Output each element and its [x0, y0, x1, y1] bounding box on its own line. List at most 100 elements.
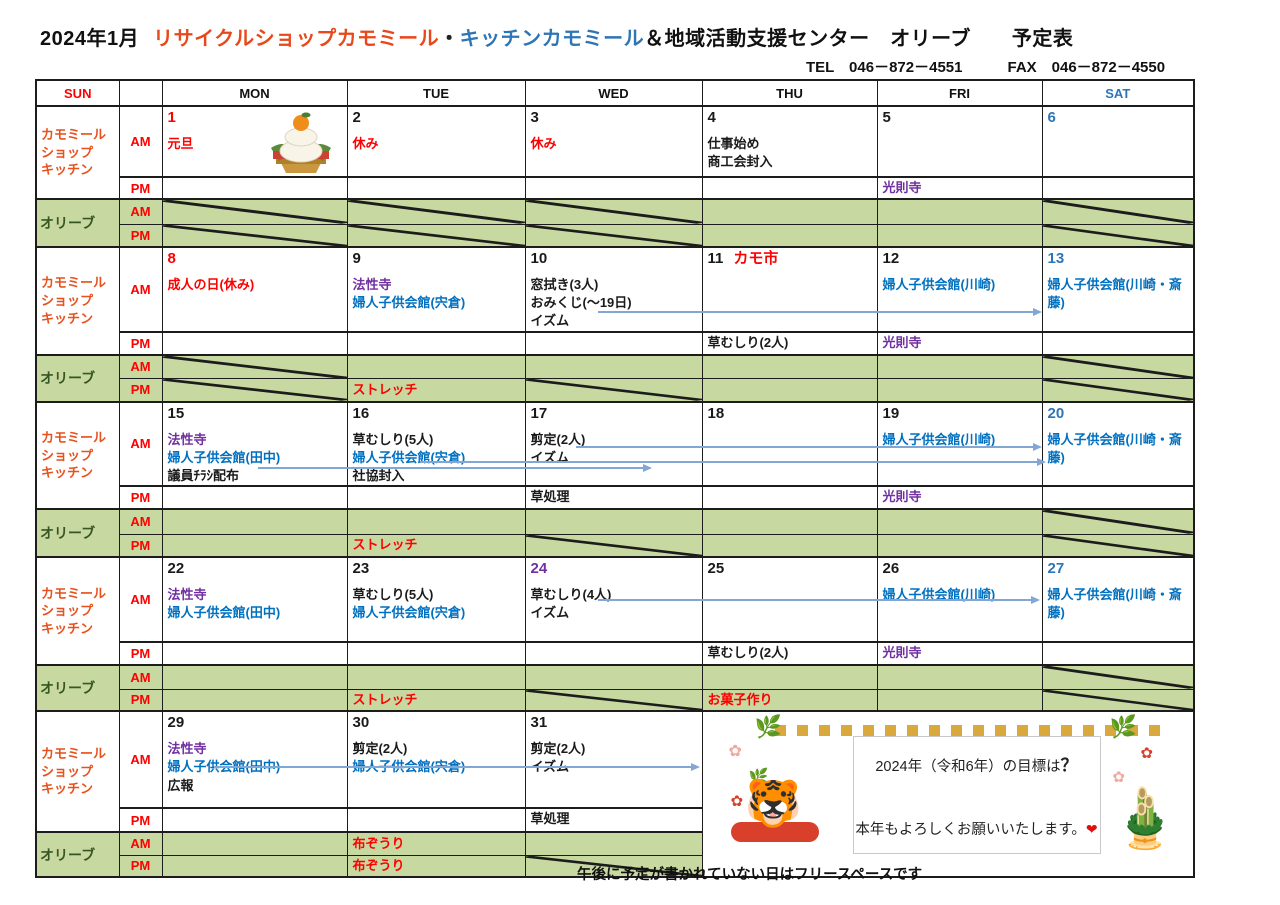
day-number-line: 4: [708, 108, 873, 128]
event-text: 法性寺: [167, 431, 207, 447]
event-text: 剪定(2人): [352, 741, 408, 757]
day-number-line: 8: [168, 249, 343, 269]
day-number-line: 29: [168, 713, 343, 733]
event-text: 草むしり(4人): [530, 587, 612, 603]
day-number: 12: [882, 250, 900, 267]
olive-cell-w1-sat-am: [1041, 198, 1195, 225]
diagonal-strike-line: [1043, 535, 1193, 557]
event-text: おみくじ(～19日): [530, 295, 632, 311]
day-30-pm-cell: [346, 807, 526, 833]
olive-cell-w5-tue-pm: 布ぞうり: [346, 854, 526, 878]
header-cell-sat: SAT: [1041, 79, 1195, 107]
event-text: 婦人子供会館(宍倉): [352, 605, 466, 621]
event-text: 休み: [352, 136, 379, 151]
day-12-am-cell: 12 婦人子供会館(川崎): [876, 246, 1043, 333]
week5-chamomile-am-row: カモミール ショップ キッチン AM 29 法性寺 婦人子供会館(田中) 広報 30 剪定(2人)…: [35, 710, 1195, 878]
day-number-line: 3: [531, 108, 698, 128]
day-20-am-cell: 20 婦人子供会館(川崎・斎藤): [1041, 400, 1195, 487]
olive-cell-w5-tue-am: 布ぞうり: [346, 831, 526, 856]
row-label-olive: オリーブ: [35, 831, 120, 878]
day-number-line: 10: [531, 249, 698, 269]
event-text: イズム: [530, 313, 570, 329]
week3-chamomile-am-row: カモミール ショップ キッチン AM 15 法性寺 婦人子供会館(田中) 議員ﾁﾗｼ配布 16 草…: [35, 400, 1195, 510]
plum-flower-icon: ✿: [1112, 769, 1125, 787]
row-label-line: カモミール: [41, 275, 107, 291]
week2-chamomile-am-row: カモミール ショップ キッチン AM 8 成人の日(休み) 9 法性寺 婦人子供会館(宍倉) 10…: [35, 246, 1195, 356]
day-number-line: 2: [353, 108, 521, 128]
title-shop-recycle: リサイクルショップカモミール: [153, 28, 440, 50]
day-number-line: 11 カモ市: [708, 249, 873, 269]
day-18-pm-cell: [701, 485, 878, 510]
am-label: AM: [118, 353, 163, 380]
header-cell-thu: THU: [701, 79, 878, 107]
day-number: 29: [167, 714, 185, 732]
am-label: AM: [118, 664, 163, 690]
schedule-continuation-arrow: [214, 763, 700, 771]
day-number: 27: [1047, 560, 1065, 578]
event-text: 成人の日(休み): [167, 277, 255, 292]
day-10-pm-cell: [524, 330, 703, 356]
am-label: AM: [118, 508, 163, 535]
am-label: AM: [118, 246, 163, 333]
event-text: 仕事始め: [707, 136, 760, 151]
day-number-line: 30: [353, 713, 521, 733]
event-text: 光則寺: [882, 334, 922, 350]
day-number-line: 19: [883, 404, 1038, 424]
olive-cell-w2-sat-pm: [1041, 378, 1195, 403]
diagonal-strike-line: [163, 201, 346, 223]
event-text: 光則寺: [882, 180, 922, 195]
day-6-am-cell: 6: [1041, 105, 1195, 178]
olive-cell-w3-mon-pm: [161, 533, 348, 558]
event-text: 婦人子供会館(田中): [167, 449, 281, 465]
day-11-am-cell: 11 カモ市: [701, 246, 878, 333]
event-text: 草処理: [530, 811, 570, 827]
plum-flower-icon: ✿: [1140, 745, 1153, 763]
day-number: 26: [882, 560, 900, 578]
day-number-line: 12: [883, 249, 1038, 269]
day-5-am-cell: 5: [876, 105, 1043, 178]
pm-label: PM: [118, 485, 163, 510]
day-number: 13: [1047, 250, 1065, 267]
day-number-line: 16: [353, 404, 521, 424]
row-label-line: カモミール: [41, 127, 107, 143]
day-number-line: 1: [168, 108, 343, 128]
question-mark-ornament: ？: [1060, 756, 1078, 776]
olive-cell-w2-thu-am: [701, 353, 878, 380]
event-text: 婦人子供会館(川崎・斎藤): [1047, 431, 1182, 465]
diagonal-strike-line: [526, 225, 701, 246]
week2-chamomile-pm-row: PM 草むしり(2人) 光則寺: [36, 330, 1195, 356]
day-number-line: 25: [708, 559, 873, 579]
olive-event-text: ストレッチ: [352, 691, 418, 707]
diagonal-strike-line: [1043, 690, 1193, 711]
header-cell-wed: WED: [524, 79, 703, 107]
olive-cell-w2-thu-pm: [701, 378, 878, 403]
event-text: 婦人子供会館(川崎): [882, 587, 996, 603]
title-shop-kitchen: キッチンカモミール: [459, 28, 645, 50]
pm-label: PM: [118, 330, 163, 356]
greeting-line2: 本年もよろしくお願いいたします。❤: [854, 818, 1100, 839]
olive-cell-w4-fri-am: [876, 664, 1043, 690]
day-number: 25: [707, 560, 725, 578]
olive-cell-w5-mon-am: [161, 831, 348, 856]
pm-label: PM: [118, 223, 163, 248]
week4-chamomile-am-row: カモミール ショップ キッチン AM 22 法性寺 婦人子供会館(田中) 23 草むしり(5人)…: [35, 556, 1195, 666]
olive-event-text: お菓子作り: [707, 691, 773, 707]
event-text: 剪定(2人): [530, 431, 586, 447]
day-9-pm-cell: [346, 330, 526, 356]
event-text: 草処理: [530, 489, 570, 505]
week5-olive-pm-row: PM 布ぞうり: [36, 854, 1194, 878]
day-number-line: 31: [531, 713, 698, 733]
event-text: 婦人子供会館(川崎): [882, 277, 996, 292]
day-1-pm-cell: [161, 176, 348, 200]
header-cell-blank: [118, 79, 163, 107]
day-12-pm-cell: 光則寺: [876, 330, 1043, 356]
olive-cell-w4-sat-pm: [1041, 688, 1195, 712]
diagonal-strike-line: [348, 201, 524, 223]
olive-cell-w1-wed-pm: [524, 223, 703, 248]
olive-cell-w4-tue-pm: ストレッチ: [346, 688, 526, 712]
day-number: 31: [530, 714, 548, 732]
diagonal-strike-line: [526, 201, 701, 223]
olive-cell-w4-thu-am: [701, 664, 878, 690]
calendar-table: SUN MON TUE WED THU FRI SAT カモミール ショップ キッチ…: [35, 79, 1195, 879]
diagonal-strike-line: [526, 379, 701, 401]
